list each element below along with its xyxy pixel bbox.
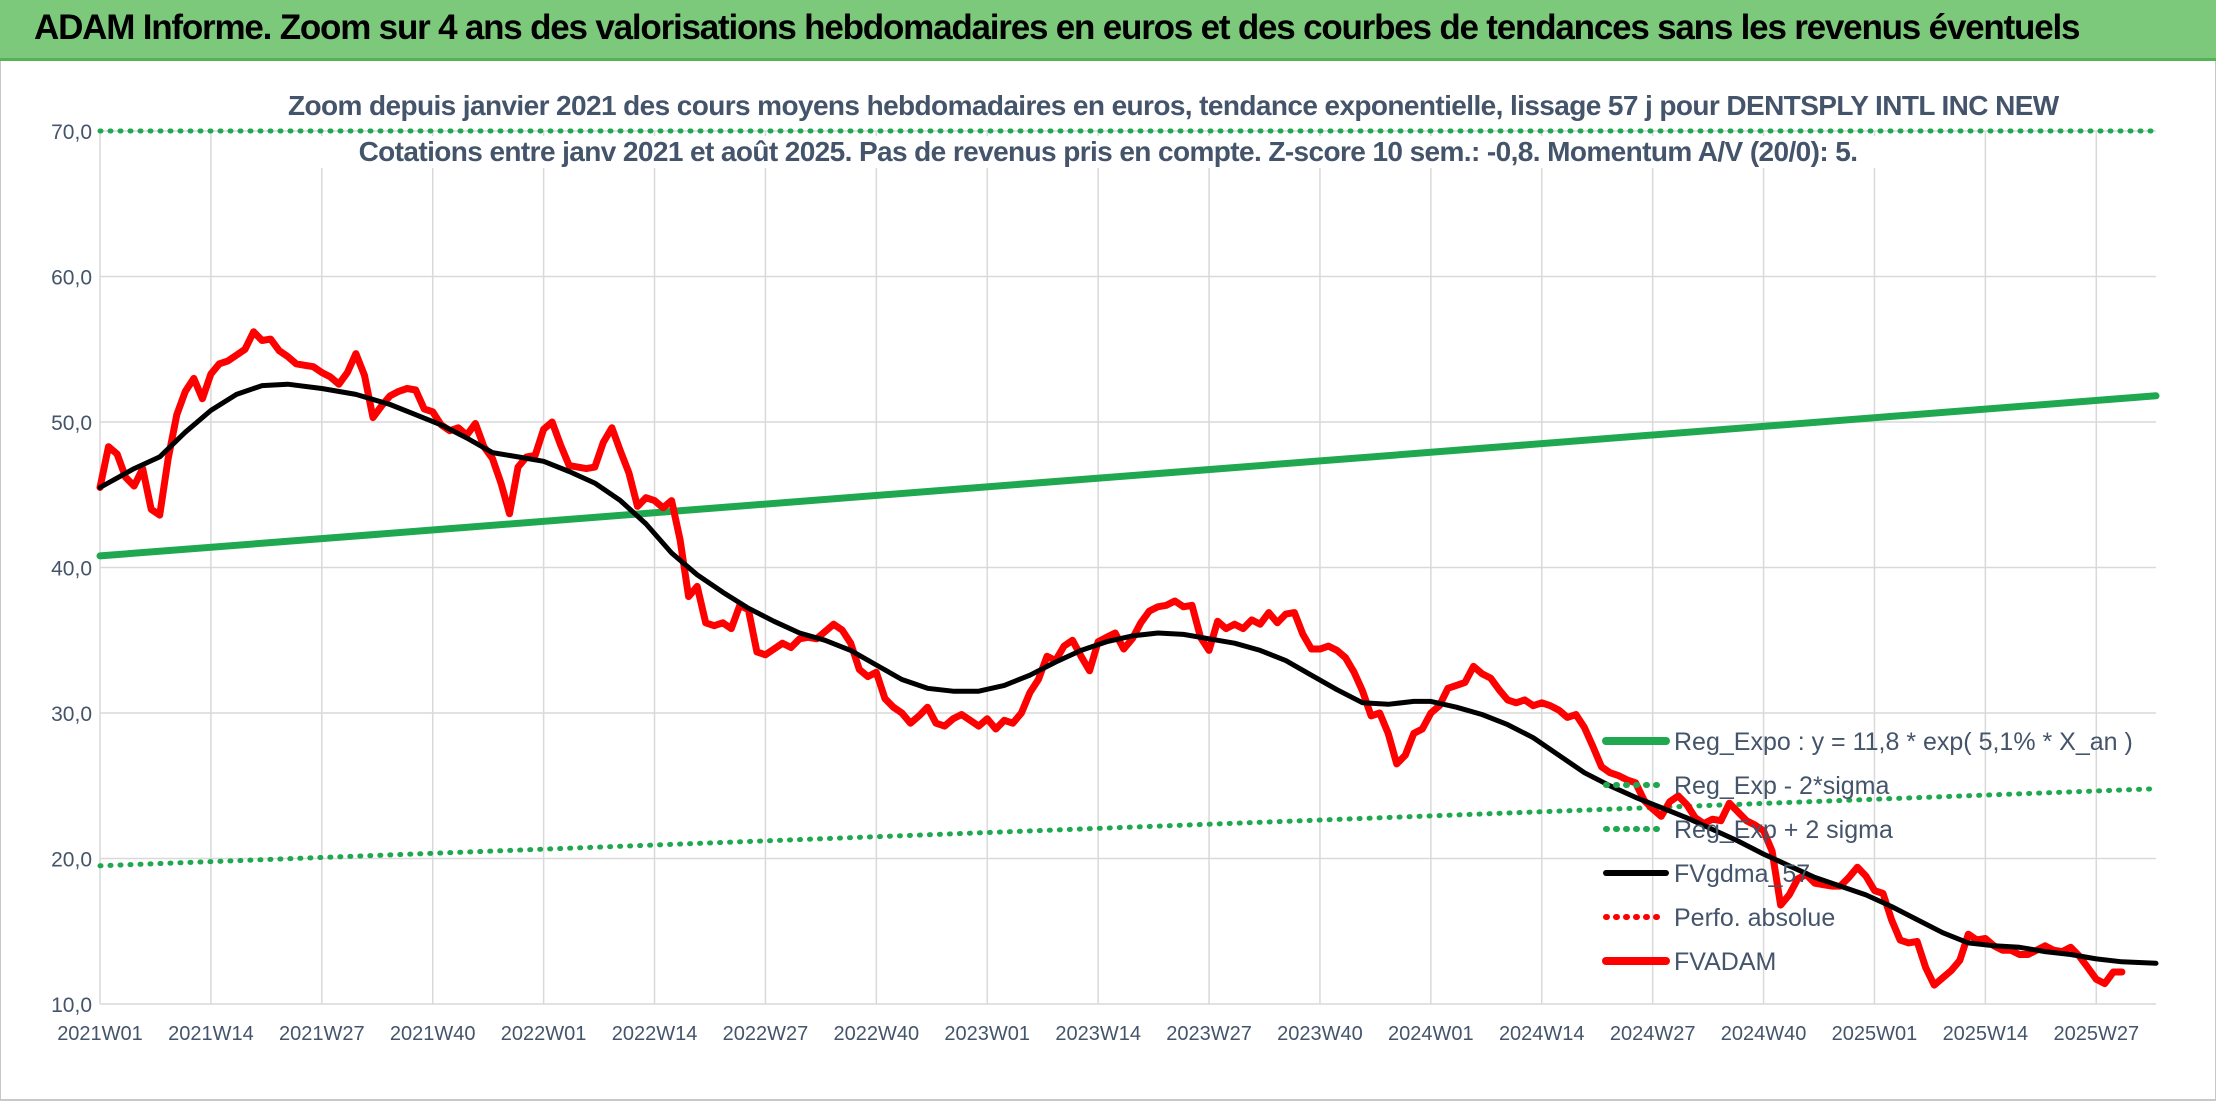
x-tick-label: 2023W40 — [1277, 1023, 1363, 1045]
x-tick-label: 2021W40 — [390, 1023, 476, 1045]
y-tick-label: 10,0 — [51, 994, 92, 1017]
series-line-reg-exp-2-sigma — [97, 786, 2159, 869]
x-tick-label: 2022W40 — [834, 1023, 920, 1045]
y-tick-label: 50,0 — [51, 412, 92, 435]
x-tick-label: 2024W14 — [1499, 1023, 1585, 1045]
x-tick-label: 2021W27 — [279, 1023, 365, 1045]
x-tick-label: 2023W27 — [1166, 1023, 1252, 1045]
x-tick-label: 2024W01 — [1388, 1023, 1474, 1045]
y-tick-label: 30,0 — [51, 703, 92, 726]
axis-layer: 10,0 20,0 30,0 40,0 50,0 60,0 70,0 2021W01 2021W… — [51, 121, 2139, 1045]
x-tick-label: 2021W14 — [168, 1023, 254, 1045]
legend-label: FVADAM — [1674, 948, 1776, 976]
header-banner: ADAM Informe. Zoom sur 4 ans des valoris… — [0, 0, 2216, 61]
legend-label: FVgdma_57 — [1674, 860, 1810, 888]
legend-label: Reg_Expo : y = 11,8 * exp( 5,1% * X_an ) — [1674, 728, 2133, 756]
x-tick-label: 2024W27 — [1610, 1023, 1696, 1045]
series-line-fvadam — [96, 328, 2126, 989]
grid-layer — [99, 130, 2156, 1005]
series-line-reg-expo-y-11-8-exp-5-1-x-an — [96, 392, 2160, 560]
chart-subtitle: Cotations entre janv 2021 et août 2025. … — [288, 136, 1928, 168]
legend-label: Reg_Exp - 2*sigma — [1674, 772, 1889, 800]
x-tick-label: 2025W14 — [1943, 1023, 2029, 1045]
banner-title: ADAM Informe. Zoom sur 4 ans des valoris… — [34, 8, 2080, 47]
x-tick-label: 2025W27 — [2053, 1023, 2139, 1045]
series-line-fvgdma-57 — [97, 381, 2159, 966]
x-tick-label: 2022W27 — [723, 1023, 809, 1045]
x-tick-label: 2024W40 — [1721, 1023, 1807, 1045]
series-layer — [96, 128, 2160, 989]
y-tick-label: 20,0 — [51, 849, 92, 872]
legend-layer: Reg_Expo : y = 11,8 * exp( 5,1% * X_an )… — [1602, 728, 2133, 976]
y-tick-label: 60,0 — [51, 267, 92, 290]
x-tick-label: 2022W14 — [612, 1023, 698, 1045]
x-tick-label: 2023W01 — [944, 1023, 1030, 1045]
x-tick-label: 2021W01 — [57, 1023, 143, 1045]
x-tick-label: 2022W01 — [501, 1023, 587, 1045]
legend-label: Perfo. absolue — [1674, 904, 1835, 932]
x-tick-label: 2023W14 — [1055, 1023, 1141, 1045]
y-tick-label: 40,0 — [51, 558, 92, 581]
chart-title: Zoom depuis janvier 2021 des cours moyen… — [288, 90, 2059, 122]
y-tick-label: 70,0 — [51, 121, 92, 144]
legend-label: Reg_Exp + 2 sigma — [1674, 816, 1893, 844]
x-tick-label: 2025W01 — [1832, 1023, 1918, 1045]
